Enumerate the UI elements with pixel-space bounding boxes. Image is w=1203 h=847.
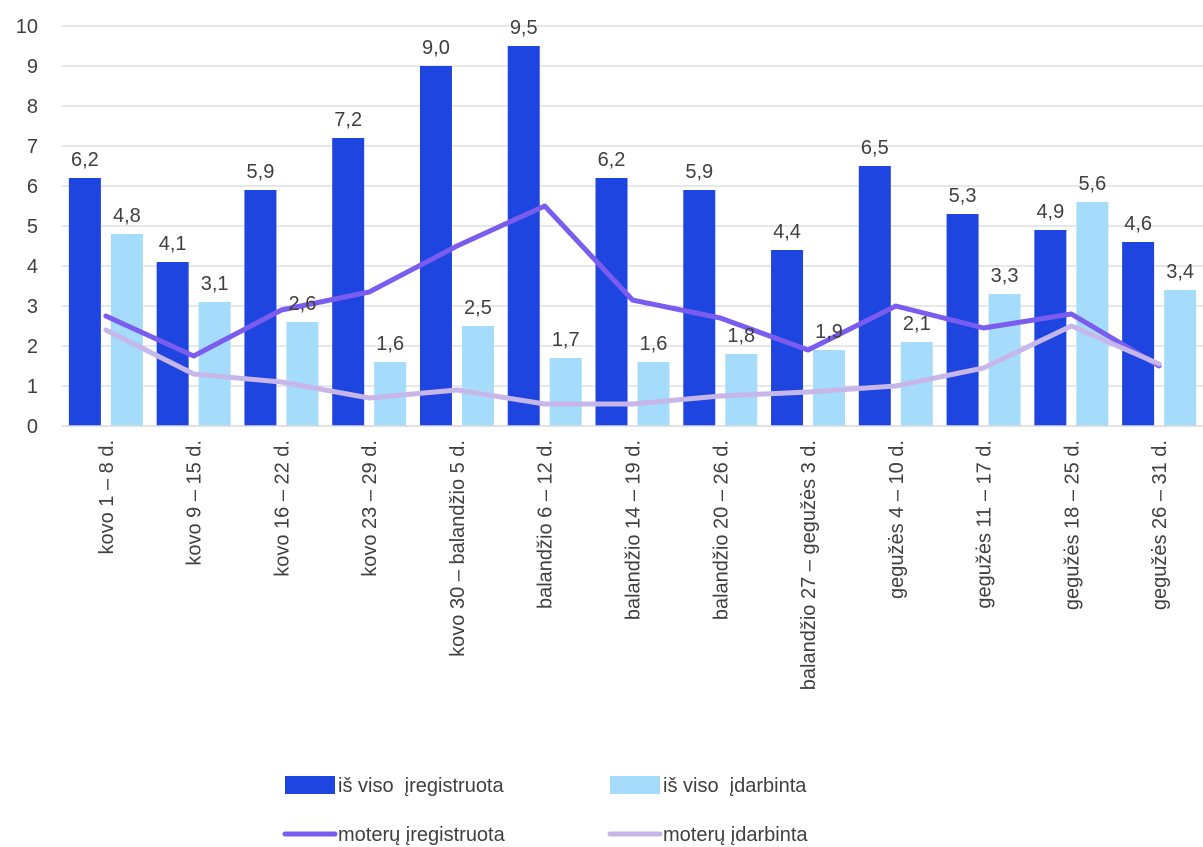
- legend-label: moterų įdarbinta: [663, 824, 808, 846]
- bar: [244, 190, 277, 426]
- bar: [419, 66, 452, 426]
- x-tick-label: gegužės 26 – 31 d.: [1149, 440, 1171, 610]
- data-label: 9,0: [422, 37, 450, 59]
- data-label: 1,9: [815, 321, 843, 343]
- data-label: 9,5: [510, 17, 538, 39]
- data-label: 3,4: [1166, 261, 1194, 283]
- x-tick-label: balandžio 14 – 19 d.: [623, 440, 645, 620]
- data-label: 4,6: [1124, 213, 1152, 235]
- y-tick-label: 6: [27, 176, 38, 198]
- legend-label: iš viso įdarbinta: [663, 775, 807, 797]
- bar: [549, 358, 582, 426]
- x-tick-label: gegužės 18 – 25 d.: [1061, 440, 1083, 610]
- y-tick-label: 5: [27, 216, 38, 238]
- x-tick-label: kovo 1 – 8 d.: [96, 440, 118, 555]
- series-line: [103, 323, 1162, 407]
- data-label: 6,5: [861, 137, 889, 159]
- bar: [1076, 202, 1109, 426]
- data-label: 2,5: [464, 297, 492, 319]
- bars: [68, 46, 1197, 426]
- data-label: 4,8: [113, 205, 141, 227]
- x-tick-label: gegužės 4 – 10 d.: [886, 440, 908, 599]
- data-label: 3,1: [201, 273, 229, 295]
- data-label: 6,2: [71, 149, 99, 171]
- y-tick-label: 1: [27, 376, 38, 398]
- y-tick-label: 2: [27, 336, 38, 358]
- y-tick-label: 9: [27, 56, 38, 78]
- y-tick-label: 8: [27, 96, 38, 118]
- legend: iš viso įregistruota iš viso įdarbinta mot…: [282, 775, 808, 846]
- x-tick-label: balandžio 20 – 26 d.: [710, 440, 732, 620]
- data-label: 2,6: [289, 293, 317, 315]
- x-tick-label: balandžio 27 – gegužės 3 d.: [798, 440, 820, 690]
- x-tick-label: kovo 23 – 29 d.: [359, 440, 381, 577]
- bar: [1164, 290, 1197, 426]
- data-label: 5,9: [685, 161, 713, 183]
- bar: [1122, 242, 1155, 426]
- bar: [683, 190, 716, 426]
- bar: [68, 178, 101, 426]
- y-tick-label: 10: [16, 16, 38, 38]
- x-tick-label: gegužės 11 – 17 d.: [974, 440, 996, 609]
- data-label: 7,2: [334, 109, 362, 131]
- x-tick-label: kovo 9 – 15 d.: [184, 440, 206, 566]
- data-label: 4,1: [159, 233, 187, 255]
- bar: [332, 138, 365, 426]
- data-label: 5,9: [247, 161, 275, 183]
- data-label: 6,2: [598, 149, 626, 171]
- gridlines: [62, 25, 1203, 387]
- data-label: 1,6: [640, 333, 668, 355]
- legend-label: iš viso įregistruota: [338, 775, 504, 797]
- y-tick-label: 7: [27, 136, 38, 158]
- bar: [198, 302, 231, 426]
- data-label: 5,6: [1078, 173, 1106, 195]
- data-label: 1,8: [727, 325, 755, 347]
- series-line: [103, 203, 1162, 369]
- data-labels: 6,2 4,1 5,9 7,2 9,0 9,5 6,2 5,9 4,4 6,5 5,3 4,9 4,6 4…: [71, 17, 1194, 355]
- legend-swatch: [610, 776, 660, 794]
- bar: [461, 326, 494, 426]
- bar: [1034, 230, 1067, 426]
- x-axis-labels: kovo 1 – 8 d. kovo 9 – 15 d. kovo 16 – 22 …: [96, 440, 1171, 690]
- data-label: 5,3: [949, 185, 977, 207]
- x-tick-label: kovo 16 – 22 d.: [271, 440, 293, 577]
- bar: [286, 322, 319, 426]
- data-label: 1,6: [376, 333, 404, 355]
- data-label: 4,4: [773, 221, 801, 243]
- lines: [103, 203, 1162, 407]
- y-axis-ticks: 0 1 2 3 4 5 6 7 8 9 10: [16, 16, 38, 438]
- data-label: 2,1: [903, 313, 931, 335]
- legend-label: moterų įregistruota: [338, 824, 506, 846]
- y-tick-label: 0: [27, 416, 38, 438]
- legend-swatch: [285, 776, 335, 794]
- bar: [595, 178, 628, 426]
- data-label: 3,3: [991, 265, 1019, 287]
- bar: [507, 46, 540, 426]
- data-label: 1,7: [552, 329, 580, 351]
- y-tick-label: 3: [27, 296, 38, 318]
- data-label: 4,9: [1036, 201, 1064, 223]
- bar: [637, 362, 670, 426]
- x-tick-label: kovo 30 – balandžio 5 d.: [447, 440, 469, 657]
- bar: [725, 354, 758, 426]
- y-tick-label: 4: [27, 256, 38, 278]
- x-tick-label: balandžio 6 – 12 d.: [535, 440, 557, 609]
- bar: [858, 166, 891, 426]
